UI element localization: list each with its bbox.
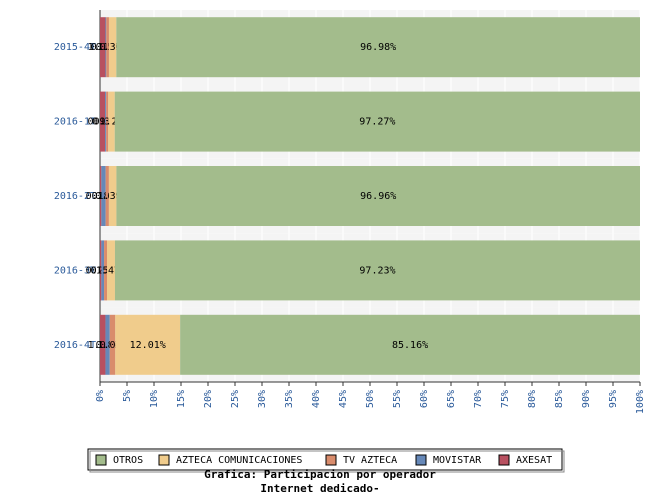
- value-label: 0.6%: [95, 191, 119, 202]
- legend-label: AZTECA COMUNICACIONES: [176, 455, 302, 466]
- x-tick-label: 85%: [554, 390, 565, 408]
- x-tick-label: 0%: [95, 390, 106, 402]
- x-tick-label: 40%: [311, 390, 322, 408]
- bar-segment: [106, 17, 109, 78]
- x-tick-label: 25%: [230, 390, 241, 408]
- x-tick-label: 50%: [365, 390, 376, 408]
- bar-segment: [105, 91, 107, 152]
- legend-swatch: [415, 454, 427, 466]
- value-label: 0.25%: [86, 191, 116, 202]
- legend-label: AXESAT: [516, 455, 552, 466]
- bar-segment: [105, 314, 110, 375]
- bar-segment: [180, 314, 641, 375]
- bar-segment: [105, 17, 107, 78]
- value-label: 96.98%: [360, 42, 396, 53]
- bar-segment: [114, 91, 640, 152]
- bar-segment: [116, 17, 641, 78]
- x-tick-label: 35%: [284, 390, 295, 408]
- bar-segment: [107, 240, 115, 301]
- bar-segment: [115, 314, 181, 375]
- bar-segment: [105, 166, 109, 226]
- value-label: 0.8%: [96, 340, 120, 351]
- y-tick-label: 2016-3T: [54, 265, 96, 276]
- x-tick-label: 100%: [635, 390, 646, 414]
- bar-segment: [108, 91, 115, 152]
- x-tick-label: 80%: [527, 390, 538, 408]
- legend-swatch: [498, 454, 510, 466]
- y-tick-label: 2016-2T: [54, 191, 96, 202]
- value-label: 1.02%: [97, 340, 127, 351]
- x-tick-label: 15%: [176, 390, 187, 408]
- value-label: 0.25%: [86, 265, 116, 276]
- bar-segment: [100, 240, 102, 301]
- value-label: 0.94%: [87, 117, 117, 128]
- y-tick-label: 2016-1T: [54, 117, 96, 128]
- value-label: 0.2%: [94, 117, 118, 128]
- x-tick-label: 70%: [473, 390, 484, 408]
- value-label: 97.27%: [359, 117, 395, 128]
- value-label: 0.5%: [91, 265, 115, 276]
- x-tick-label: 5%: [122, 390, 133, 402]
- value-label: 1.39%: [98, 191, 128, 202]
- value-label: 1.2%: [99, 117, 123, 128]
- legend-label: OTROS: [113, 455, 143, 466]
- bar-segment: [116, 166, 640, 226]
- x-tick-label: 60%: [419, 390, 430, 408]
- bar-segment: [109, 314, 116, 375]
- bar-segment: [100, 314, 106, 375]
- x-tick-label: 95%: [608, 390, 619, 408]
- legend-swatch: [95, 454, 107, 466]
- value-label: 1.01%: [88, 42, 118, 53]
- x-tick-label: 30%: [257, 390, 268, 408]
- x-tick-label: 90%: [581, 390, 592, 408]
- value-label: 0.55%: [90, 265, 120, 276]
- x-tick-label: 65%: [446, 390, 457, 408]
- y-tick-label: 2015-4T: [54, 42, 96, 53]
- x-tick-label: 55%: [392, 390, 403, 408]
- value-label: 0.8%: [91, 191, 115, 202]
- bar-segment: [100, 17, 106, 78]
- value-label: 1.47%: [96, 265, 126, 276]
- bar-segment: [108, 166, 117, 226]
- value-label: 1.36%: [98, 42, 128, 53]
- bar-segment: [100, 91, 106, 152]
- x-tick-label: 75%: [500, 390, 511, 408]
- chart-subtitle: Internet dedicado-: [260, 482, 379, 495]
- value-label: 0.15%: [91, 42, 121, 53]
- legend-label: TV AZTECA: [343, 455, 397, 466]
- x-tick-label: 45%: [338, 390, 349, 408]
- value-label: 96.96%: [360, 191, 396, 202]
- x-tick-label: 20%: [203, 390, 214, 408]
- value-label: 85.16%: [392, 340, 428, 351]
- y-tick-label: 2016-4T: [54, 340, 96, 351]
- bar-segment: [114, 240, 640, 301]
- legend-box: [87, 448, 563, 471]
- bar-segment: [101, 166, 106, 226]
- value-label: 0.39%: [92, 117, 122, 128]
- value-label: 0.5%: [96, 42, 120, 53]
- legend-swatch: [325, 454, 337, 466]
- bar-segment: [108, 17, 117, 78]
- bar-segment: [100, 166, 102, 226]
- value-label: 12.01%: [130, 340, 166, 351]
- legend-swatch: [158, 454, 170, 466]
- legend-shadow: [89, 450, 565, 473]
- bar-segment: [104, 240, 108, 301]
- bar-segment: [106, 91, 109, 152]
- legend-label: MOVISTAR: [433, 455, 482, 466]
- value-label: 97.23%: [359, 265, 395, 276]
- bar-segment: [101, 240, 105, 301]
- value-label: 1.01%: [88, 340, 118, 351]
- x-tick-label: 10%: [149, 390, 160, 408]
- chart-title: Grafica: Participacion por operador: [204, 468, 436, 481]
